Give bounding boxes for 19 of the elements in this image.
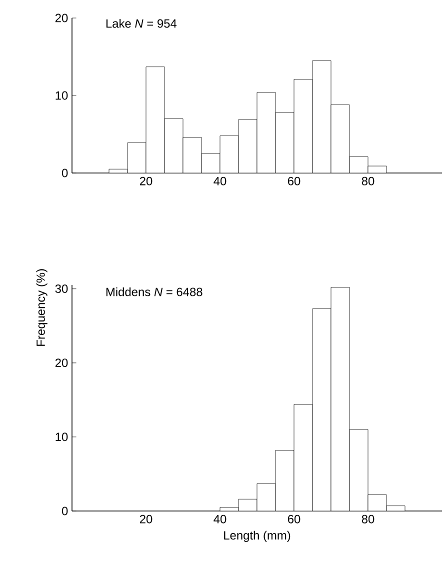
- y-tick-label: 10: [56, 432, 68, 442]
- y-axis-title: Frequency (%): [36, 269, 48, 346]
- y-tick-label: 20: [55, 14, 68, 22]
- x-axis-title: Length (mm): [224, 530, 290, 542]
- x-tick-label: 80: [362, 514, 374, 524]
- chart-title: Middens N = 6488: [106, 287, 202, 296]
- y-tick-label: 30: [55, 284, 68, 293]
- x-tick-label: 20: [140, 514, 152, 524]
- x-tick-label: 40: [214, 176, 226, 186]
- x-tick-label: 40: [214, 514, 226, 524]
- y-tick-label: 0: [62, 168, 68, 178]
- y-tick-label: 10: [56, 91, 68, 100]
- x-tick-label: 20: [140, 176, 152, 186]
- x-tick-label: 60: [288, 514, 300, 524]
- y-tick-label: 0: [62, 506, 68, 516]
- x-tick-label: 80: [362, 176, 374, 186]
- chart-title: Lake N = 954: [106, 18, 177, 28]
- y-tick-label: 20: [55, 358, 68, 368]
- x-tick-label: 60: [288, 176, 300, 186]
